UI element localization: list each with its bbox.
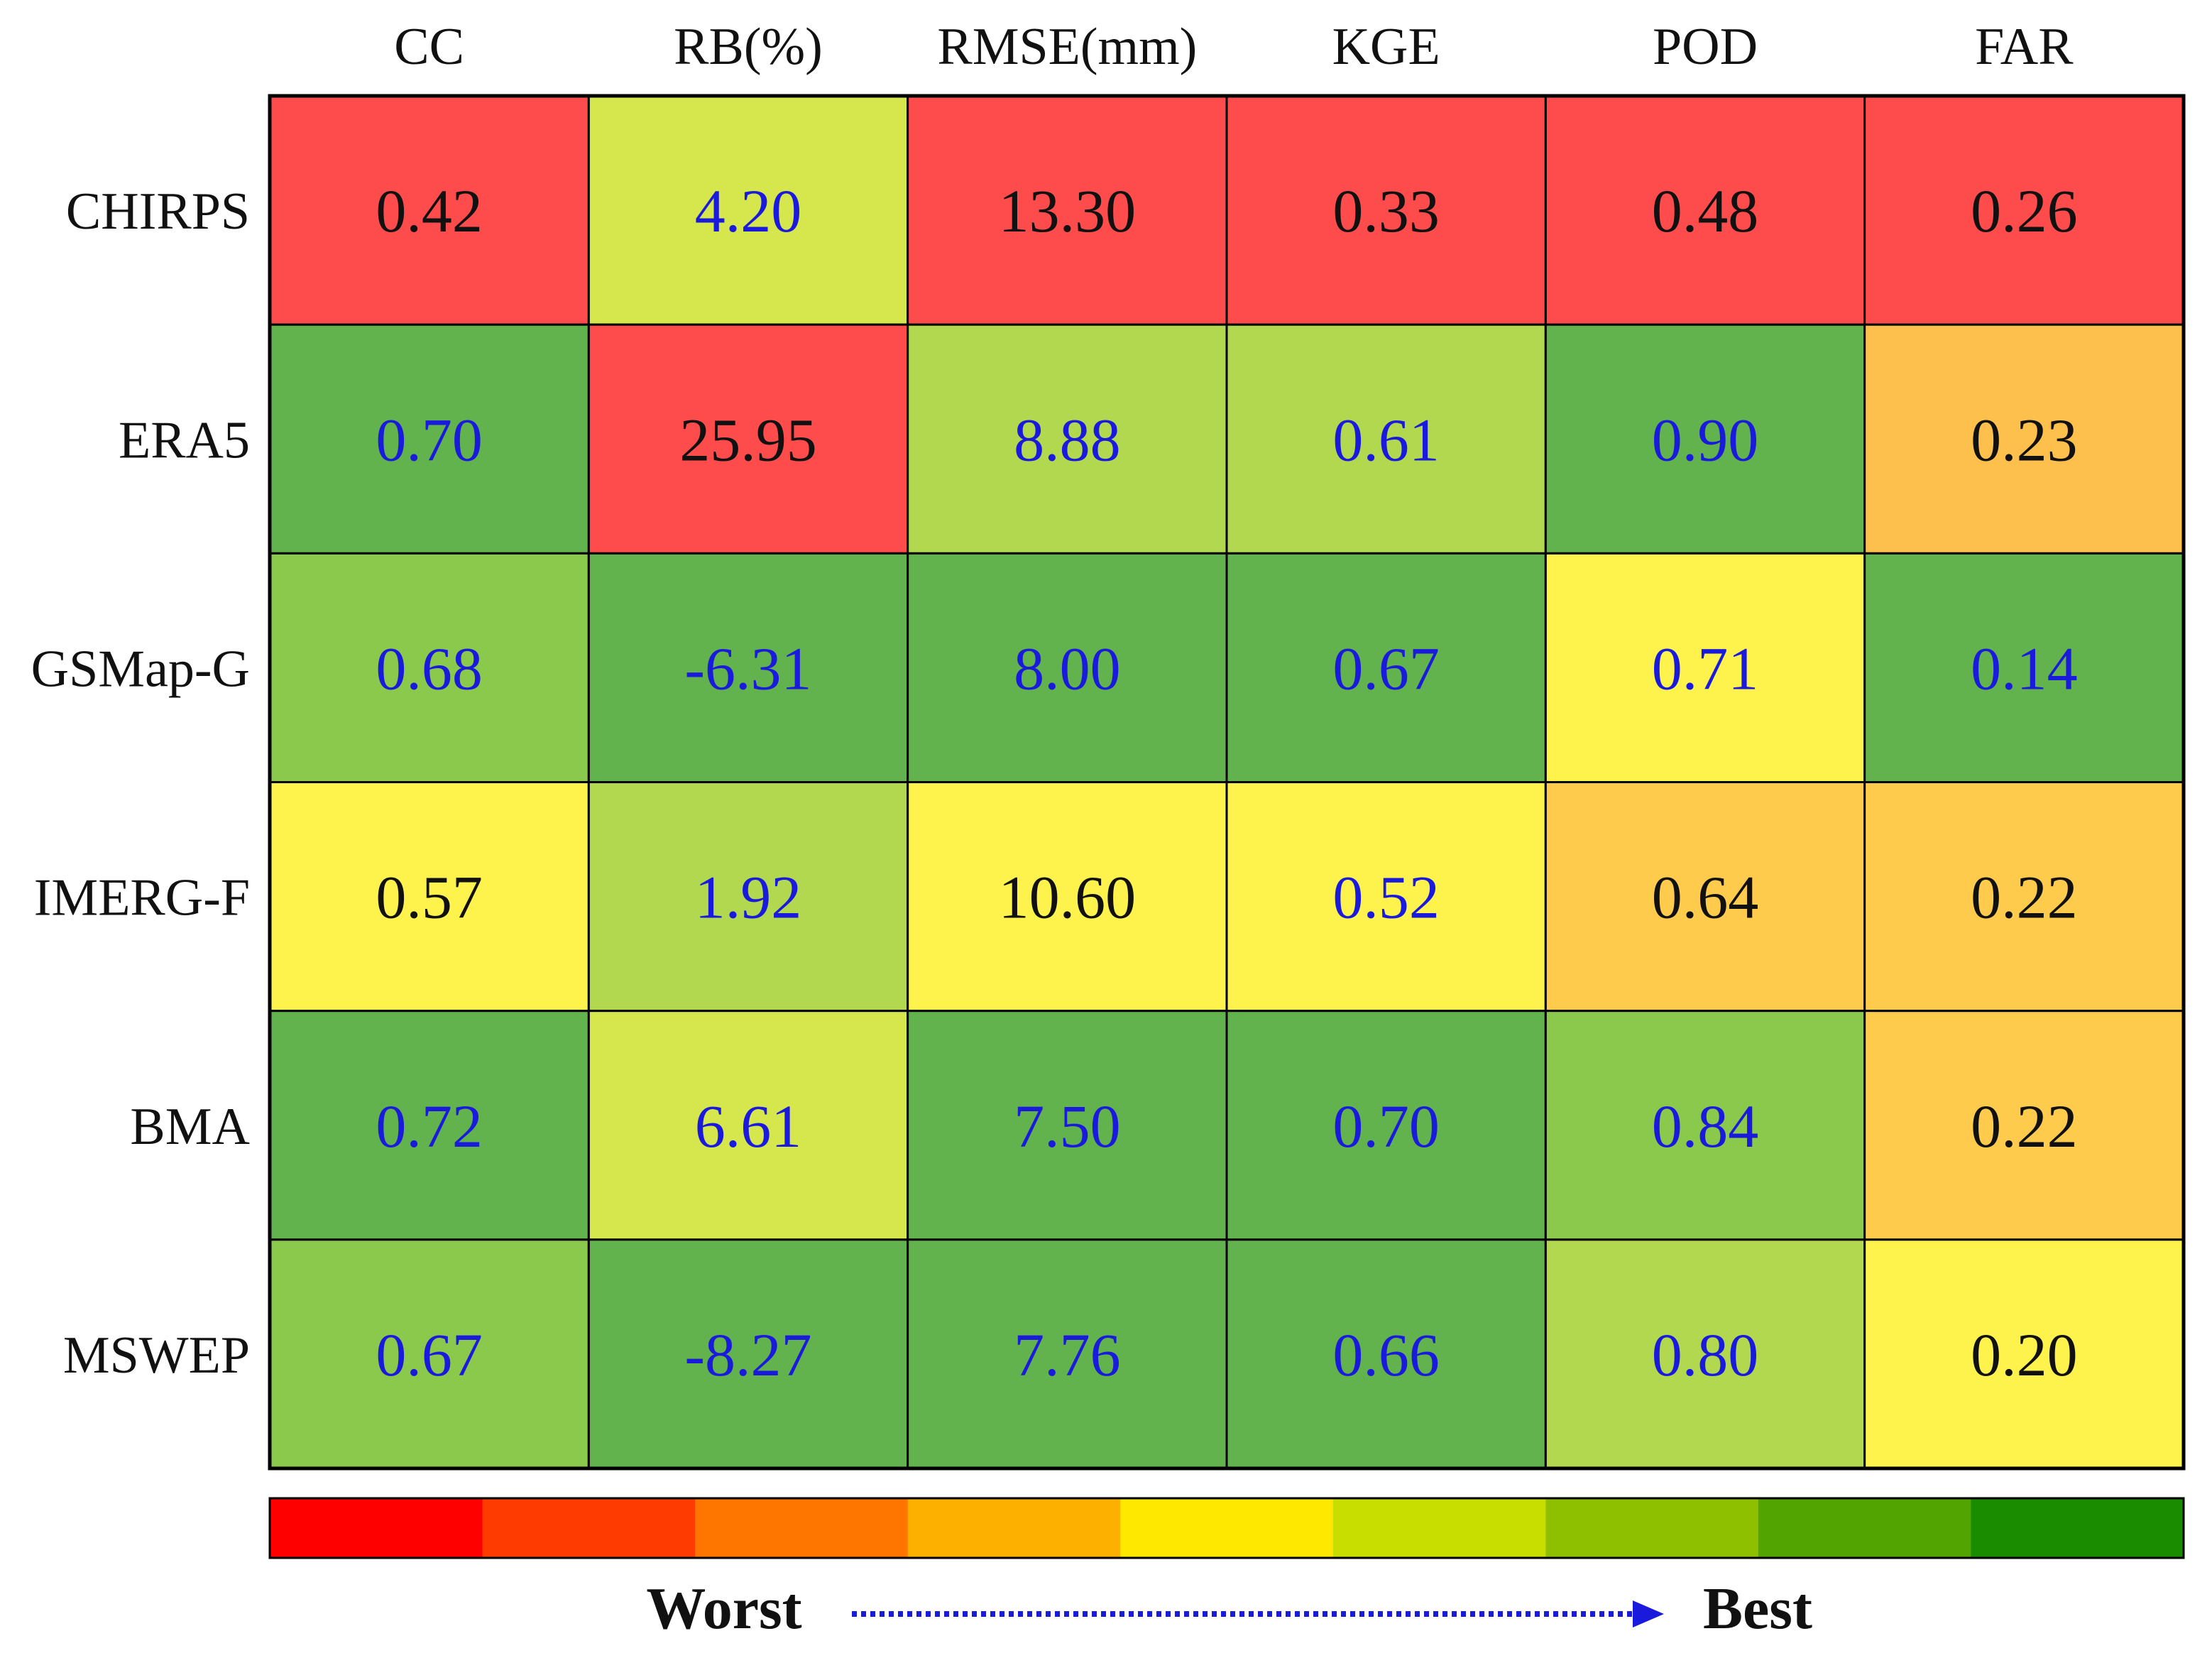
cell-value-label: 0.22 [1971, 1092, 2078, 1160]
cell-value-label: 0.42 [376, 177, 483, 245]
colorbar-segment [907, 1498, 1121, 1558]
heatmap-cell [1544, 94, 1866, 326]
heatmap-cell [907, 781, 1228, 1013]
cell-value-label: 13.30 [999, 177, 1137, 245]
cell-value-label: 0.33 [1332, 177, 1440, 245]
cell-value-label: 6.61 [695, 1092, 802, 1160]
cell-value-label: 0.67 [376, 1321, 483, 1389]
best-label: Best [1703, 1576, 1812, 1642]
colorbar-segment [482, 1498, 696, 1558]
heatmap-cell [1863, 323, 2185, 555]
cell-value-label: 0.90 [1652, 405, 1759, 474]
cell-value-label: 0.64 [1652, 863, 1759, 932]
heatmap-cell [907, 1010, 1228, 1241]
cell-value-label: 0.71 [1652, 634, 1759, 702]
colorbar [268, 1497, 2185, 1559]
cell-value-label: 0.52 [1332, 863, 1440, 932]
row-header: GSMap-G [31, 640, 250, 698]
cell-value-label: 0.26 [1971, 177, 2078, 245]
heatmap-cells: 0.42 4.20 13.30 0.33 0.48 0.26 0.70 25.95 8.88 0.… [268, 94, 2186, 1471]
heatmap-cell [1544, 1010, 1866, 1241]
cell-value-label: 0.57 [376, 863, 483, 932]
column-headers: CC RB(%) RMSE(mm) KGE POD FAR [394, 18, 2074, 76]
colorbar-frame [268, 1497, 2185, 1559]
colorbar-segment [1120, 1498, 1334, 1558]
cell-value-label: 7.50 [1014, 1092, 1121, 1160]
heatmap-cell [587, 552, 909, 783]
colorbar-segment [1332, 1498, 1546, 1558]
cell-value-label: 0.70 [1332, 1092, 1440, 1160]
row-header: IMERG-F [34, 869, 250, 927]
cell-value-label: 4.20 [695, 177, 802, 245]
cell-value-label: 25.95 [679, 405, 817, 474]
heatmap-cell [587, 94, 909, 326]
heatmap-cell [907, 552, 1228, 783]
heatmap-cell [1544, 1238, 1866, 1470]
worst-label: Worst [646, 1576, 801, 1642]
cell-value-label: 0.66 [1332, 1321, 1440, 1389]
row-header: ERA5 [119, 411, 250, 469]
cell-value-label: 0.80 [1652, 1321, 1759, 1389]
heatmap-cell [587, 323, 909, 555]
row-header: CHIRPS [66, 182, 250, 241]
cell-value-label: 0.61 [1332, 405, 1440, 474]
colorbar-legend: Worst Best [646, 1576, 1812, 1642]
row-header: MSWEP [63, 1326, 250, 1385]
arrow-head-icon [1633, 1600, 1664, 1627]
heatmap-cell [268, 1010, 590, 1241]
heatmap-cell [1863, 94, 2185, 326]
heatmap-frame [268, 94, 2186, 1471]
cell-value-label: 1.92 [695, 863, 802, 932]
cell-value-label: -6.31 [684, 634, 811, 702]
column-header: FAR [1975, 18, 2074, 76]
heatmap-cell [1544, 552, 1866, 783]
column-header: RMSE(mm) [937, 18, 1197, 76]
heatmap-cell [1225, 1010, 1547, 1241]
cell-value-label: 0.20 [1971, 1321, 2078, 1389]
cell-value-label: 8.88 [1014, 405, 1121, 474]
colorbar-segment [695, 1498, 909, 1558]
row-headers: CHIRPS ERA5 GSMap-G IMERG-F BMA MSWEP [31, 182, 250, 1385]
heatmap-cell [1225, 323, 1547, 555]
cell-value-label: 0.84 [1652, 1092, 1759, 1160]
cell-value-label: -8.27 [684, 1321, 811, 1389]
heatmap-cell [268, 552, 590, 783]
cell-value-label: 0.48 [1652, 177, 1759, 245]
cell-value-label: 0.22 [1971, 863, 2078, 932]
heatmap-cell [1544, 781, 1866, 1013]
cell-value-label: 7.76 [1014, 1321, 1121, 1389]
heatmap-cell [268, 94, 590, 326]
cell-value-label: 10.60 [999, 863, 1137, 932]
colorbar-segment [1971, 1498, 2184, 1558]
colorbar-segment [1758, 1498, 1971, 1558]
cell-value-label: 0.70 [376, 405, 483, 474]
column-header: RB(%) [674, 18, 823, 76]
heatmap-cell [1863, 1238, 2185, 1470]
heatmap-cell [1863, 552, 2185, 783]
heatmap-cell [1225, 94, 1547, 326]
cell-value-label: 0.68 [376, 634, 483, 702]
cell-value-label: 0.67 [1332, 634, 1440, 702]
colorbar-segment [270, 1498, 483, 1558]
cell-value-label: 0.14 [1971, 634, 2078, 702]
heatmap-cell [1225, 781, 1547, 1013]
column-header: KGE [1332, 18, 1440, 76]
heatmap-cell [587, 781, 909, 1013]
cell-value-label: 0.72 [376, 1092, 483, 1160]
column-header: CC [394, 18, 464, 76]
row-header: BMA [130, 1098, 250, 1156]
column-header: POD [1653, 18, 1758, 76]
cell-value-label: 8.00 [1014, 634, 1121, 702]
cell-value-label: 0.23 [1971, 405, 2078, 474]
colorbar-segment [1545, 1498, 1759, 1558]
heatmap-cell [268, 1238, 590, 1470]
heatmap-cell [1225, 552, 1547, 783]
heatmap-cell [268, 781, 590, 1013]
